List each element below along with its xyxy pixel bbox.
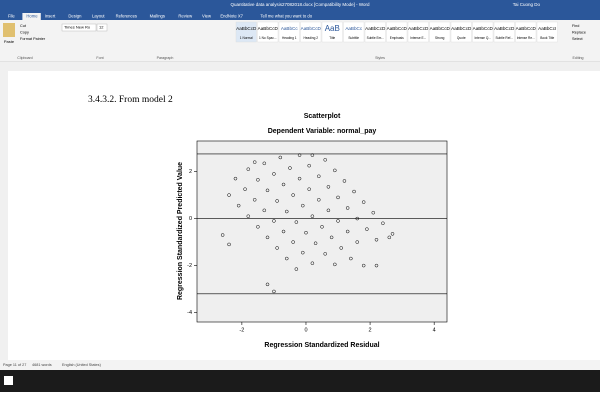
style-sample[interactable]: AaBbCc <box>281 26 299 31</box>
plot-area <box>197 141 447 322</box>
status-language[interactable]: English (United States) <box>62 363 102 367</box>
style-sample[interactable]: AaBbCcD <box>236 26 257 31</box>
style-sample[interactable]: AaBbCcD <box>408 26 429 31</box>
style-sample[interactable]: AaBbCcD <box>301 26 322 31</box>
ribbon-group-label: Editing <box>573 56 584 60</box>
style-sample[interactable]: AaBbCcD <box>387 26 408 31</box>
editing-command[interactable]: Find <box>572 24 579 28</box>
style-name[interactable]: Book Title <box>540 36 554 40</box>
word-window: Quantitative data analysis27082018.docx … <box>0 0 600 392</box>
x-tick-label: -2 <box>239 327 244 333</box>
ribbon-tab[interactable]: Design <box>68 14 82 19</box>
style-name[interactable]: Title <box>329 36 335 40</box>
style-name[interactable]: Intense E... <box>410 36 426 40</box>
ribbon-group-label: Font <box>96 56 103 60</box>
ribbon-tab[interactable]: Layout <box>92 14 105 19</box>
y-tick-label: -2 <box>187 263 192 269</box>
ribbon-tab[interactable]: EndNote X7 <box>220 14 243 19</box>
x-tick-label: 4 <box>433 327 436 333</box>
ribbon-group-label: Clipboard <box>17 56 32 60</box>
y-axis-label: Regression Standardized Predicted Value <box>177 162 184 300</box>
font-name[interactable]: Times New Ro <box>64 25 91 30</box>
status-page[interactable]: Page 11 of 27 <box>3 363 26 367</box>
ribbon-tab[interactable]: Insert <box>45 14 56 19</box>
style-sample[interactable]: AaBbCcD <box>451 26 472 31</box>
style-name[interactable]: Subtle Em... <box>367 36 384 40</box>
style-sample[interactable]: AaBbCcD <box>494 26 515 31</box>
style-sample[interactable]: AaBbCcD <box>473 26 494 31</box>
style-sample[interactable]: AaBbCcI <box>538 26 556 31</box>
style-name[interactable]: Quote <box>457 36 466 40</box>
y-tick-label: 0 <box>189 216 192 222</box>
style-name[interactable]: Intense Q... <box>475 36 492 40</box>
x-axis-label: Regression Standardized Residual <box>264 342 379 349</box>
style-sample[interactable]: AaBbCcD <box>430 26 451 31</box>
ribbon-tab[interactable]: Mailings <box>150 14 165 19</box>
ruler <box>0 62 600 71</box>
style-name[interactable]: Subtle Ref... <box>495 36 513 40</box>
section-heading: 3.4.3.2. From model 2 <box>88 95 173 105</box>
paste-icon[interactable] <box>3 23 15 37</box>
user-name[interactable]: Tai Cuong Do <box>513 2 541 7</box>
ribbon-tab[interactable]: View <box>202 14 212 19</box>
tell-me[interactable]: Tell me what you want to do <box>260 14 312 19</box>
x-tick-label: 2 <box>369 327 372 333</box>
chart-title: Scatterplot <box>304 113 341 120</box>
style-sample[interactable]: AaB <box>325 24 340 33</box>
taskbar <box>0 370 600 392</box>
editing-command[interactable]: Replace <box>572 31 586 35</box>
style-name[interactable]: Strong <box>435 36 445 40</box>
ribbon-group-label: Paragraph <box>157 56 174 60</box>
style-name[interactable]: Intense Re... <box>517 36 535 40</box>
clipboard-command[interactable]: Format Painter <box>20 37 46 41</box>
style-sample[interactable]: AaBbCcD <box>516 26 537 31</box>
status-words[interactable]: 4681 words <box>32 363 52 367</box>
ribbon-tab[interactable]: Review <box>178 14 193 19</box>
y-tick-label: -4 <box>187 310 192 316</box>
chart-subtitle: Dependent Variable: normal_pay <box>268 128 377 135</box>
clipboard-command[interactable]: Cut <box>20 24 27 28</box>
editing-command[interactable]: Select <box>572 37 583 41</box>
style-name[interactable]: 1 No Spac... <box>259 36 277 40</box>
style-name[interactable]: Emphasis <box>390 36 404 40</box>
ribbon-group-label: Styles <box>375 56 385 60</box>
ribbon-tab[interactable]: Home <box>26 14 38 19</box>
ribbon-tab[interactable]: File <box>8 14 15 19</box>
window-title: Quantitative data analysis27082018.docx … <box>231 2 370 7</box>
start-button[interactable] <box>4 376 13 385</box>
style-name[interactable]: Heading 1 <box>282 36 297 40</box>
style-sample[interactable]: AaBbCcD <box>365 26 386 31</box>
clipboard-command[interactable]: Copy <box>20 31 29 35</box>
style-name[interactable]: Subtitle <box>348 36 359 40</box>
style-name[interactable]: Heading 2 <box>303 36 318 40</box>
x-tick-label: 0 <box>304 327 307 333</box>
style-name[interactable]: 1 Normal <box>240 36 253 40</box>
paste-label[interactable]: Paste <box>4 39 15 44</box>
y-tick-label: 2 <box>189 169 192 175</box>
ribbon-tab[interactable]: References <box>116 14 137 19</box>
style-sample[interactable]: AaBbCcD <box>258 26 279 31</box>
style-sample[interactable]: AaBbCc <box>345 26 363 31</box>
font-size[interactable]: 12 <box>99 25 104 30</box>
vertical-ruler <box>0 71 8 360</box>
